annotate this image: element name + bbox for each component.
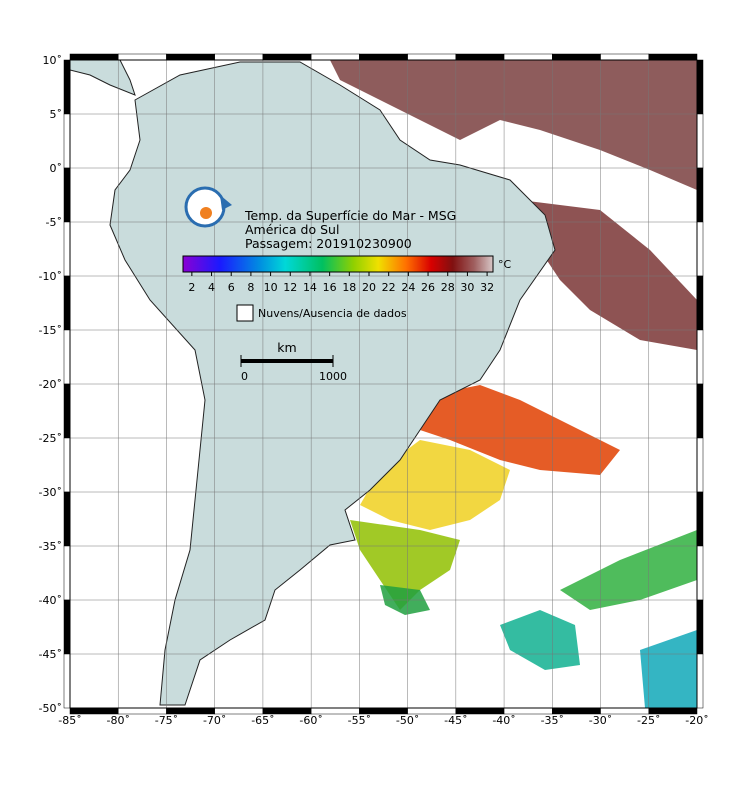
x-tick-label: -50˚ — [396, 714, 419, 727]
frame-segment — [696, 113, 704, 169]
colorbar-tick-label: 12 — [283, 281, 297, 294]
y-tick-label: 5˚ — [50, 108, 63, 121]
y-tick-label: -5˚ — [46, 216, 62, 229]
scale-unit: km — [277, 340, 296, 355]
frame-segment — [310, 53, 360, 61]
frame-segment — [63, 599, 71, 655]
frame-segment — [503, 53, 553, 61]
x-tick-label: -20˚ — [685, 714, 708, 727]
y-tick-label: -30˚ — [39, 486, 62, 499]
scale-tick-label: 0 — [241, 370, 248, 383]
y-tick-label: -15˚ — [39, 324, 62, 337]
frame-segment — [63, 437, 71, 493]
logo — [184, 186, 232, 228]
frame-segment — [600, 53, 650, 61]
frame-segment — [63, 59, 71, 115]
colorbar-tick-label: 4 — [208, 281, 215, 294]
frame-outline — [69, 59, 698, 709]
frame-segment — [63, 653, 71, 709]
frame-segment — [359, 53, 408, 61]
land — [69, 59, 556, 706]
y-tick-label: -40˚ — [39, 594, 62, 607]
x-tick-label: -40˚ — [492, 714, 515, 727]
x-tick-label: -30˚ — [589, 714, 612, 727]
colorbar-unit: °C — [498, 258, 512, 271]
title-line: América do Sul — [245, 222, 339, 237]
frame-segment — [455, 53, 505, 61]
y-tick-label: -25˚ — [39, 432, 62, 445]
frame-segment — [63, 167, 71, 223]
colorbar-tick-label: 22 — [382, 281, 396, 294]
colorbar-tick-label: 8 — [247, 281, 254, 294]
colorbar-tick-label: 10 — [264, 281, 278, 294]
y-tick-label: -20˚ — [39, 378, 62, 391]
scale-tick-label: 1000 — [319, 370, 347, 383]
y-tick-label: 0˚ — [50, 162, 63, 175]
frame — [63, 53, 704, 715]
x-tick-label: -25˚ — [637, 714, 660, 727]
colorbar-tick-label: 2 — [188, 281, 195, 294]
frame-segment — [166, 53, 215, 61]
title-line: Passagem: 201910230900 — [245, 236, 412, 251]
colorbar-tick-label: 30 — [460, 281, 474, 294]
frame-segment — [648, 53, 698, 61]
colorbar-tick-label: 32 — [480, 281, 494, 294]
x-tick-label: -85˚ — [58, 714, 81, 727]
frame-segment — [696, 329, 704, 385]
legend-swatch — [236, 304, 254, 322]
x-tick-label: -65˚ — [251, 714, 274, 727]
frame-segment — [63, 545, 71, 601]
colorbar — [182, 255, 494, 273]
x-tick-label: -70˚ — [203, 714, 226, 727]
grid — [69, 59, 698, 709]
frame-segment — [696, 275, 704, 331]
frame-segment — [63, 275, 71, 331]
frame-segment — [696, 167, 704, 223]
x-tick-label: -35˚ — [541, 714, 564, 727]
x-tick-label: -45˚ — [444, 714, 467, 727]
frame-segment — [407, 53, 457, 61]
frame-segment — [696, 221, 704, 277]
frame-segment — [696, 599, 704, 655]
y-tick-label: 10˚ — [43, 54, 63, 67]
frame-segment — [696, 491, 704, 547]
frame-segment — [696, 437, 704, 493]
y-tick-label: -35˚ — [39, 540, 62, 553]
colorbar-tick-label: 26 — [421, 281, 435, 294]
x-tick-label: -80˚ — [106, 714, 129, 727]
frame-segment — [552, 53, 601, 61]
y-tick-label: -50˚ — [39, 702, 62, 715]
frame-segment — [63, 491, 71, 547]
sst-patches — [330, 60, 697, 708]
frame-segment — [214, 53, 264, 61]
frame-segment — [63, 113, 71, 169]
colorbar-tick-label: 16 — [323, 281, 337, 294]
colorbar-tick-label: 6 — [228, 281, 235, 294]
title-line: Temp. da Superfície do Mar - MSG — [244, 208, 456, 223]
colorbar-tick-label: 28 — [441, 281, 455, 294]
scale-bar — [241, 359, 333, 363]
frame-segment — [696, 59, 704, 115]
y-tick-label: -10˚ — [39, 270, 62, 283]
colorbar-tick-label: 20 — [362, 281, 376, 294]
frame-segment — [63, 329, 71, 385]
colorbar-tick-label: 24 — [401, 281, 415, 294]
x-tick-label: -60˚ — [299, 714, 322, 727]
legend-label: Nuvens/Ausencia de dados — [258, 307, 407, 320]
frame-segment — [117, 53, 167, 61]
frame-segment — [63, 221, 71, 277]
x-tick-label: -55˚ — [348, 714, 371, 727]
frame-segment — [696, 545, 704, 601]
x-tick-label: -75˚ — [155, 714, 178, 727]
frame-segment — [696, 383, 704, 439]
colorbar-tick-label: 14 — [303, 281, 317, 294]
frame-segment — [696, 653, 704, 709]
frame-segment — [63, 383, 71, 439]
colorbar-tick-label: 18 — [342, 281, 356, 294]
y-tick-label: -45˚ — [39, 648, 62, 661]
frame-segment — [262, 53, 312, 61]
frame-segment — [69, 53, 119, 61]
